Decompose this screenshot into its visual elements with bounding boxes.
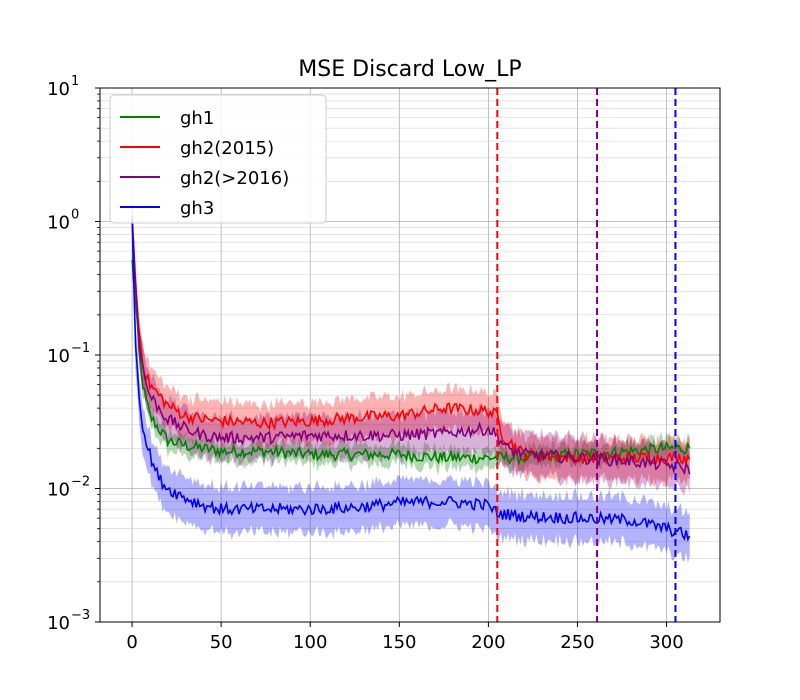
- band-gh1: [132, 251, 690, 476]
- line-gh2(2015): [131, 220, 691, 467]
- y-tick-label: 10: [47, 613, 70, 634]
- y-tick-label: 10: [47, 79, 70, 100]
- x-tick-label: 0: [126, 632, 137, 653]
- x-axis-ticks: 0 50 100 150 200 250 300: [126, 622, 684, 653]
- chart-title: MSE Discard Low_LP: [298, 57, 521, 82]
- legend: gh1 gh2(2015) gh2(>2016) gh3: [109, 94, 327, 224]
- grid: [100, 88, 720, 623]
- legend-label: gh1: [180, 108, 214, 129]
- y-tick-exponent: 1: [71, 74, 79, 89]
- x-tick-label: 300: [649, 632, 683, 653]
- x-tick-label: 200: [471, 632, 505, 653]
- y-tick-exponent: −2: [71, 475, 90, 490]
- y-tick-exponent: −3: [71, 608, 90, 623]
- x-tick-label: 250: [560, 632, 594, 653]
- legend-label: gh2(>2016): [180, 168, 289, 189]
- x-tick-label: 50: [210, 632, 233, 653]
- y-tick-label: 10: [47, 346, 70, 367]
- legend-label: gh3: [180, 198, 214, 219]
- y-tick-label: 10: [47, 213, 70, 234]
- x-tick-label: 150: [382, 632, 416, 653]
- band-gh3: [132, 191, 690, 564]
- y-tick-exponent: 0: [71, 208, 79, 223]
- line-gh2(>2016): [131, 219, 691, 476]
- vertical-markers: [496, 88, 677, 622]
- legend-box: [109, 94, 327, 224]
- y-tick-exponent: −1: [71, 341, 90, 356]
- y-tick-label: 10: [47, 480, 70, 501]
- x-tick-label: 100: [293, 632, 327, 653]
- band-gh2(2015): [132, 204, 690, 488]
- legend-label: gh2(2015): [180, 138, 274, 159]
